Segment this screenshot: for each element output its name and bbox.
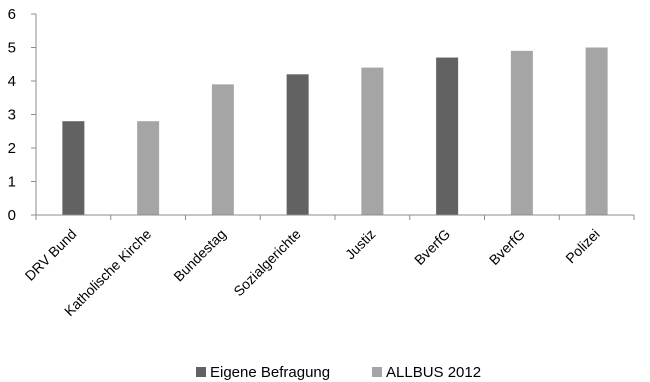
x-tick-label: Polizei [562,226,602,266]
y-tick-label: 4 [8,73,16,90]
x-tick-label: BverfG [486,226,528,268]
y-tick-label: 6 [8,6,16,23]
y-axis: 0 1 2 3 4 5 6 [8,6,37,224]
bar-4 [286,74,309,215]
x-tick-label: Sozialgerichte [230,226,304,300]
y-tick-label: 0 [8,207,16,224]
y-tick-label: 2 [8,140,16,157]
bar-5 [361,67,384,215]
legend-swatch [372,367,382,377]
legend-label: ALLBUS 2012 [386,364,481,381]
x-tick-label: BverfG [411,226,453,268]
bar-3 [211,84,234,215]
legend-swatch [196,367,206,377]
y-tick-label: 5 [8,40,16,57]
x-tick-label: Justiz [342,226,379,263]
legend-label: Eigene Befragung [210,364,330,381]
x-tick-label: DRV Bund [22,226,80,284]
bar-7 [510,50,533,215]
legend: Eigene Befragung ALLBUS 2012 [196,364,481,381]
x-tick-label: Bundestag [170,226,229,285]
bar-6 [436,57,459,215]
bar-1 [62,121,85,215]
bar-2 [137,121,160,215]
y-tick-label: 1 [8,174,16,191]
y-tick-label: 3 [8,107,16,124]
bar-8 [585,47,608,215]
bars [62,47,608,215]
